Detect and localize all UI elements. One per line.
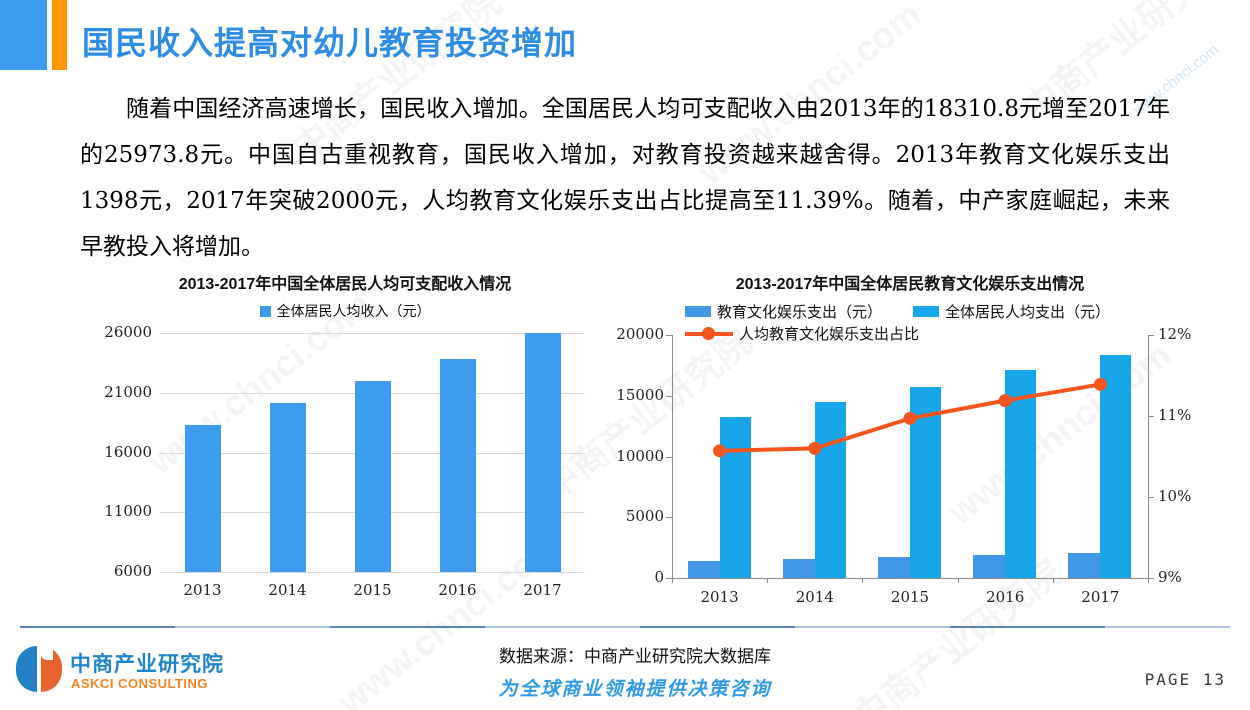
left-axis-tick [666, 578, 672, 579]
ratio-point [808, 441, 822, 455]
footer-divider [20, 626, 1230, 628]
ratio-line [713, 377, 1107, 458]
chart-title: 2013-2017年中国全体居民人均可支配收入情况 [178, 276, 512, 293]
chart-education-expenditure: 2013-2017年中国全体居民教育文化娱乐支出情况 教育文化娱乐支出（元） 全… [616, 265, 1191, 610]
page-title: 国民收入提高对幼儿教育投资增加 [82, 24, 578, 62]
legend-line-marker-icon [685, 326, 733, 340]
left-axis-tick [666, 456, 672, 458]
y-axis-label-right: 11% [1158, 406, 1192, 424]
chart-disposable-income: 2013-2017年中国全体居民人均可支配收入情况 全体居民人均收入（元） 60… [90, 265, 600, 610]
ratio-point [903, 411, 917, 425]
slogan-text: 为全球商业领袖提供决策咨询 [498, 678, 772, 700]
total-expenditure-bar-2016 [1005, 370, 1037, 578]
x-axis-label: 2017 [1081, 588, 1120, 606]
x-axis-label: 2015 [890, 588, 930, 606]
left-axis-line [672, 335, 673, 578]
body-paragraph: 随着中国经济高速增长，国民收入增加。全国居民人均可支配收入由2013年的1831… [80, 96, 1170, 260]
income-bar-2015 [354, 381, 391, 572]
total-expenditure-bar-2013 [719, 417, 751, 578]
legend-label-ratio: 人均教育文化娱乐支出占比 [739, 326, 920, 343]
y-axis-label: 11000 [104, 502, 152, 521]
x-axis-tick [672, 578, 673, 583]
income-bar-2013 [184, 424, 221, 572]
right-axis-line [1148, 335, 1149, 578]
logo-name-cn: 中商产业研究院 [70, 653, 224, 676]
x-axis-label: 2016 [986, 588, 1025, 606]
y-axis-label-right: 12% [1158, 325, 1192, 343]
x-axis-label: 2013 [700, 588, 739, 606]
total-expenditure-bar-2014 [814, 401, 846, 578]
plot-area-expenditure: 0 5000 10000 15000 20000 9% 10% 11% 12% 2013 2014 2… [616, 325, 1191, 606]
legend-label-total-bar: 全体居民人均支出（元） [945, 304, 1111, 321]
edu-expenditure-bar-2017 [1068, 552, 1101, 578]
right-axis-tick [1148, 335, 1154, 336]
y-axis-label-left: 15000 [616, 385, 664, 404]
legend-swatch-income [259, 305, 271, 317]
header-accent-bar [52, 0, 67, 70]
y-axis-label-left: 10000 [616, 446, 664, 465]
x-axis-label: 2017 [523, 581, 562, 599]
x-axis-label: 2015 [353, 581, 392, 599]
gridline [160, 572, 585, 573]
x-axis-label: 2016 [438, 581, 477, 599]
header-accent-square [0, 0, 47, 70]
bottom-axis-line [672, 578, 1149, 579]
left-axis-tick [666, 517, 672, 519]
income-bar-2014 [269, 402, 306, 572]
x-axis-tick [862, 578, 864, 583]
edu-expenditure-bar-2016 [973, 554, 1006, 578]
ratio-point [998, 394, 1012, 408]
legend-label-edu-bar: 教育文化娱乐支出（元） [717, 304, 883, 321]
edu-expenditure-bar-2014 [782, 559, 815, 578]
chart-title: 2013-2017年中国全体居民教育文化娱乐支出情况 [735, 276, 1085, 293]
x-axis-label: 2013 [183, 581, 222, 599]
y-axis-label-left: 0 [654, 568, 664, 586]
legend-item-edu-expenditure: 教育文化娱乐支出（元） [685, 301, 882, 322]
y-axis-label-left: 5000 [625, 507, 664, 526]
x-axis-tick [1052, 578, 1054, 583]
y-axis-label: 21000 [104, 382, 152, 401]
total-expenditure-bar-2017 [1100, 355, 1132, 578]
left-axis-tick [666, 395, 672, 397]
x-axis-label: 2014 [795, 588, 834, 606]
income-bar-2017 [524, 333, 561, 572]
edu-expenditure-bar-2013 [687, 561, 720, 578]
right-axis-tick [1148, 578, 1154, 579]
x-axis-tick [1148, 578, 1149, 583]
y-axis-label-left: 20000 [616, 325, 664, 343]
x-axis-tick [957, 578, 959, 583]
footer-center: 数据来源：中商产业研究院大数据库 为全球商业领袖提供决策咨询 [400, 642, 870, 701]
y-axis-label-right: 10% [1158, 487, 1192, 505]
y-axis-label: 26000 [104, 323, 152, 341]
x-axis-tick [767, 578, 769, 583]
income-bar-2016 [439, 359, 476, 572]
right-axis-tick [1148, 497, 1154, 498]
y-axis-label: 16000 [104, 442, 152, 461]
right-axis-tick [1148, 416, 1154, 417]
edu-expenditure-bar-2015 [878, 557, 910, 578]
legend-item-total-expenditure: 全体居民人均支出（元） [913, 301, 1110, 322]
y-axis-label: 6000 [113, 562, 152, 580]
legend-swatch-total-bar [913, 306, 939, 317]
page-number: PAGE 13 [1144, 670, 1226, 689]
left-axis-tick [666, 335, 672, 336]
askci-logo-icon [16, 646, 62, 692]
legend-label-income: 全体居民人均收入（元） [276, 303, 431, 319]
logo-name-en: ASKCI CONSULTING [71, 676, 209, 691]
ratio-point [1093, 377, 1107, 391]
legend-item-ratio: 人均教育文化娱乐支出占比 [685, 323, 919, 344]
gridline [160, 333, 585, 334]
legend-swatch-edu-bar [685, 306, 711, 317]
data-source-text: 数据来源：中商产业研究院大数据库 [499, 647, 771, 667]
y-axis-label-right: 9% [1158, 568, 1182, 586]
plot-area-income: 6000 11000 16000 21000 26000 2013 2014 2015 2016… [104, 323, 585, 599]
legend: 全体居民人均收入（元） [90, 301, 600, 321]
x-axis-label: 2014 [268, 581, 307, 599]
ratio-point [713, 444, 727, 458]
